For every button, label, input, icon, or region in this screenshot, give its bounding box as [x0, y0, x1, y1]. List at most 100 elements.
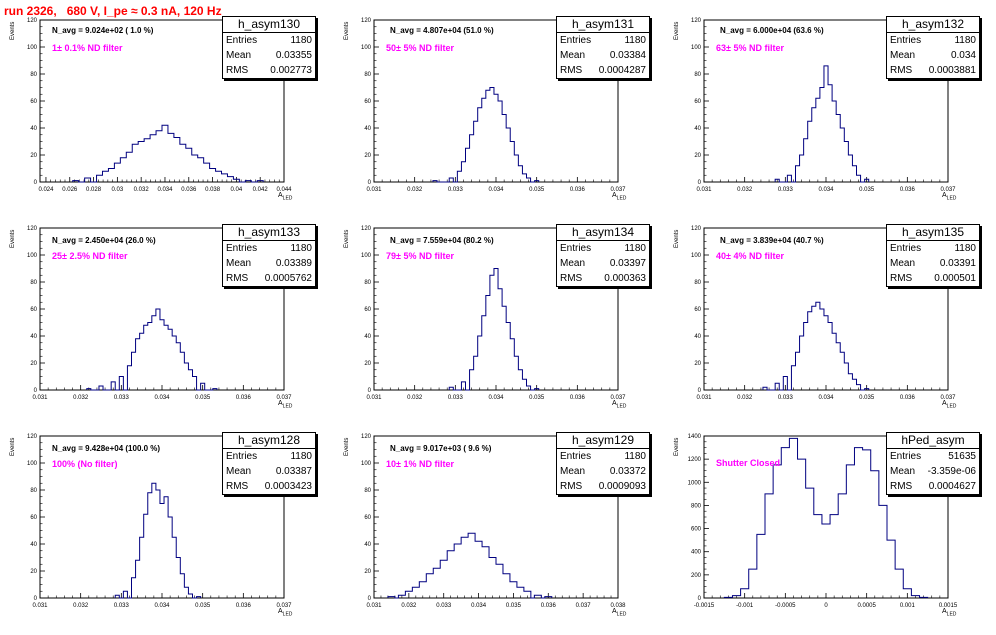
y-tick-label: 100 — [361, 45, 372, 51]
histogram-bin — [461, 537, 468, 598]
histogram-bin — [216, 171, 222, 182]
histogram-line — [774, 65, 870, 183]
histogram-bin — [150, 135, 156, 182]
y-tick-label: 40 — [30, 334, 37, 340]
histogram-pad-h_asym134: 0.031 0.032 0.033 0.034 0.035 0.036 0.037 0 20 40… — [338, 222, 668, 427]
stats-row-entries: Entries 1180 — [223, 449, 315, 464]
histogram-bin — [791, 366, 795, 390]
histogram-line — [72, 124, 264, 183]
histogram-bin — [498, 289, 502, 390]
y-tick-label: 80 — [30, 72, 37, 78]
run-title: run 2326, 680 V, I_pe ≈ 0.3 nA, 120 Hz — [4, 4, 222, 18]
stats-label-rms: RMS — [226, 273, 249, 284]
x-tick-label: -0.001 — [736, 603, 754, 609]
y-tick-label: 40 — [30, 542, 37, 548]
histogram-plot: 0.024 0.026 0.028 0.03 0.032 0.034 0.036 0.038 0… — [27, 18, 292, 193]
histogram-bin — [789, 438, 797, 598]
navg-label: N_avg = 9.428e+04 (100.0 %) — [52, 444, 161, 453]
x-axis-label: ALED — [942, 400, 957, 410]
x-tick-label: 0.001 — [900, 603, 916, 609]
x-tick-label: 0.036 — [236, 395, 252, 401]
histogram-bin — [486, 90, 490, 182]
y-tick-label: 60 — [694, 99, 701, 105]
histogram-bin — [510, 142, 514, 183]
y-tick-label: 0 — [368, 596, 372, 602]
y-tick-label: 20 — [30, 361, 37, 367]
histogram-line — [762, 301, 870, 391]
x-tick-label: 0.031 — [696, 187, 712, 193]
x-axis-label: ALED — [278, 400, 293, 410]
histogram-bin — [474, 121, 478, 182]
stats-box: h_asym128 Entries 1180 Mean 0.03387 RMS 0.0003… — [222, 432, 316, 495]
x-tick-label: 0.033 — [436, 603, 452, 609]
histogram-bin — [840, 352, 844, 390]
y-tick-label: 20 — [30, 153, 37, 159]
stats-row-mean: Mean 0.034 — [887, 48, 979, 63]
stats-value-entries: 1180 — [954, 35, 976, 46]
histogram-bin — [184, 363, 188, 390]
histogram-bin — [848, 155, 852, 182]
x-tick-label: 0.033 — [448, 395, 464, 401]
histogram-bin — [164, 497, 168, 598]
histogram-line — [723, 437, 929, 598]
histogram-bin — [814, 515, 822, 598]
histogram-bin — [496, 564, 503, 598]
histogram-bin — [482, 98, 486, 182]
histogram-bin — [470, 370, 474, 390]
stats-row-mean: Mean 0.03384 — [557, 48, 649, 63]
x-tick-label: 0.036 — [236, 603, 252, 609]
histogram-bin — [820, 309, 824, 390]
x-tick-label: 0.038 — [610, 603, 626, 609]
histogram-bin — [172, 336, 176, 390]
histogram-plot: 0.031 0.032 0.033 0.034 0.035 0.036 0.037 0 20 40… — [361, 226, 626, 401]
stats-label-entries: Entries — [226, 35, 258, 46]
stats-label-rms: RMS — [560, 273, 583, 284]
stats-box: h_asym134 Entries 1180 Mean 0.03397 RMS 0.0003… — [556, 224, 650, 287]
x-tick-label: 0.032 — [407, 395, 423, 401]
histogram-bin — [494, 269, 498, 391]
stats-label-entries: Entries — [560, 451, 592, 462]
histogram-bin — [749, 569, 757, 598]
stats-row-mean: Mean 0.03387 — [223, 464, 315, 479]
histogram-bin — [836, 343, 840, 390]
x-tick-label: 0.035 — [529, 395, 545, 401]
x-tick-label: 0.035 — [859, 395, 875, 401]
y-tick-label: 60 — [364, 515, 371, 521]
y-tick-label: 40 — [364, 542, 371, 548]
y-tick-label: 80 — [30, 488, 37, 494]
stats-box: h_asym131 Entries 1180 Mean 0.03384 RMS 0.0004… — [556, 16, 650, 79]
histogram-plot: 0.031 0.032 0.033 0.034 0.035 0.036 0.037 0.038… — [361, 434, 626, 609]
histogram-bin — [180, 574, 184, 598]
histogram-bin — [852, 379, 856, 390]
histogram-bin — [787, 175, 791, 182]
x-tick-label: 0.034 — [471, 603, 487, 609]
x-axis-label: ALED — [612, 192, 627, 202]
stats-label-mean: Mean — [226, 466, 252, 477]
y-tick-label: 80 — [364, 72, 371, 78]
histogram-bin — [152, 483, 156, 598]
x-tick-label: 0.034 — [488, 187, 504, 193]
stats-row-entries: Entries 1180 — [223, 241, 315, 256]
y-tick-label: 40 — [364, 334, 371, 340]
histogram-bin — [816, 302, 820, 390]
stats-value-mean: 0.03391 — [939, 258, 976, 269]
x-tick-label: 0.033 — [778, 187, 794, 193]
stats-value-rms: 0.002773 — [270, 65, 312, 76]
stats-value-rms: 0.0003881 — [928, 65, 976, 76]
stats-label-entries: Entries — [226, 451, 258, 462]
histogram-plot: 0.031 0.032 0.033 0.034 0.035 0.036 0.037 0 20 40… — [691, 18, 956, 193]
y-tick-label: 80 — [364, 280, 371, 286]
filter-label: 40± 4% ND filter — [716, 251, 784, 261]
stats-value-entries: 1180 — [954, 243, 976, 254]
x-tick-label: 0.031 — [366, 603, 382, 609]
histogram-bin — [470, 135, 474, 182]
histogram-pad-hPed_asym: -0.0015 -0.001 -0.0005 0 0.0005 0.001 0.0015 0 2… — [668, 430, 996, 635]
histogram-pad-h_asym129: 0.031 0.032 0.033 0.034 0.035 0.036 0.037 0.038… — [338, 430, 668, 635]
x-tick-label: 0.036 — [541, 603, 557, 609]
histogram-bin — [514, 155, 518, 182]
y-tick-label: 20 — [364, 153, 371, 159]
histogram-bin — [830, 515, 838, 598]
histogram-name: h_asym134 — [557, 225, 649, 241]
histogram-bin — [820, 88, 824, 183]
histogram-bin — [852, 166, 856, 182]
